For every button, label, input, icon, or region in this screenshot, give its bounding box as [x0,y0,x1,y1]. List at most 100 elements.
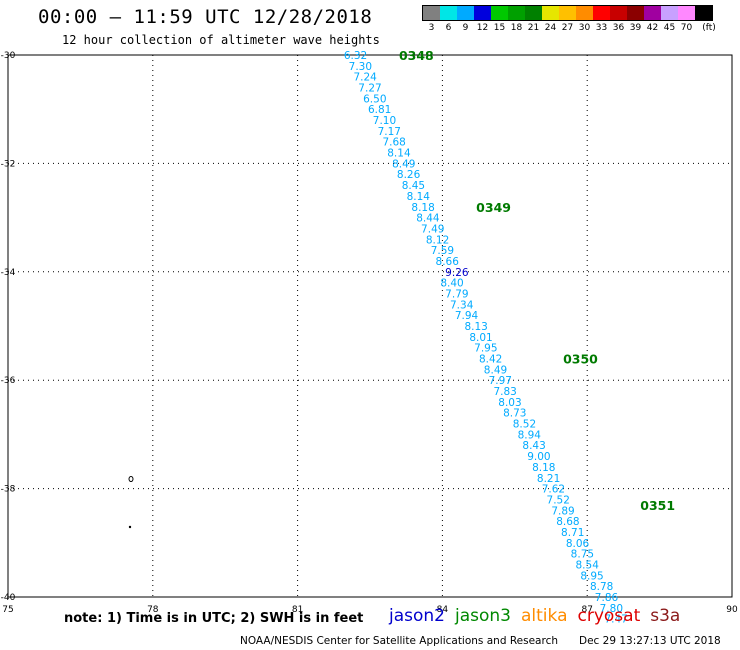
wave-height-label: 7.30 [349,61,372,73]
legend-label: 39 [629,23,642,33]
lon-tick-label: 90 [726,605,738,615]
wave-height-label: 8.78 [590,581,613,593]
legend-swatch [474,6,491,20]
legend-swatch [627,6,644,20]
wave-height-label: 8.45 [402,180,425,192]
units-note: note: 1) Time is in UTC; 2) SWH is in fe… [64,611,364,626]
legend-swatch [542,6,559,20]
legend-label: 18 [510,23,523,33]
legend-label: 21 [527,23,540,33]
wave-height-label: 7.24 [353,72,377,84]
wave-height-label: 7.89 [551,505,574,517]
legend-label: 30 [578,23,591,33]
lat-tick-label: -30 [1,51,16,61]
wave-height-label: 7.68 [382,137,405,149]
satellite-name: cryosat [577,606,641,626]
wave-height-label: 8.26 [397,169,421,181]
satellite-name: jason3 [455,606,511,626]
satellite-name: jason2 [389,606,445,626]
legend-swatch [440,6,457,20]
color-legend: 3 6 9 12 15 18 21 24 27 30 33 36 39 42 45 70 (ft) [422,5,716,35]
wave-height-label: 8.49 [392,158,415,170]
legend-unit: (ft) [702,23,716,33]
legend-swatch [678,6,695,20]
legend-label: 9 [462,23,469,33]
wave-height-label: 8.66 [436,256,460,268]
satellite-name: s3a [650,606,681,626]
wave-height-label: 8.18 [532,462,555,474]
wave-height-label: 8.94 [518,429,542,441]
legend-swatch [593,6,610,20]
lon-tick-label: 78 [147,605,159,615]
wave-height-label: 8.40 [440,278,463,290]
pass-time-label: 0351 [640,498,675,513]
lat-tick-label: -38 [1,485,16,495]
wave-height-label: 6.50 [363,93,386,105]
legend-label: 27 [561,23,574,33]
pass-time-label: 0350 [563,352,598,367]
wave-height-label: 7.49 [421,223,444,235]
lon-tick-label: 84 [437,605,449,615]
map-frame [7,54,733,598]
wave-height-label: 7.17 [378,126,401,138]
legend-swatch [559,6,576,20]
wave-height-label: 8.43 [522,440,545,452]
wave-height-label: 7.62 [542,484,565,496]
satellite-name: altika [521,606,568,626]
island-outline [128,476,134,482]
wave-height-label: 7.52 [547,494,570,506]
wave-height-label: 8.73 [503,408,526,420]
wave-height-label: 7.47 [604,614,627,626]
wave-height-label: 8.01 [469,332,492,344]
lon-tick-label: 81 [292,605,303,615]
legend-swatch [508,6,525,20]
wave-height-label: 8.14 [387,148,411,160]
lon-tick-label: 87 [581,605,592,615]
satellite-legend: jason2 jason3 altika cryosat s3a [389,606,690,626]
wave-height-label: 8.42 [479,354,502,366]
wave-height-label: 7.95 [474,343,497,355]
wave-height-label: 7.59 [431,245,454,257]
legend-label: 42 [646,23,659,33]
legend-label: 12 [476,23,489,33]
wave-height-label: 8.75 [571,549,594,561]
legend-swatch [695,6,712,20]
wave-height-label: 7.86 [595,592,619,604]
lat-tick-label: -34 [1,268,16,278]
wave-height-label: 9.26 [445,267,469,279]
legend-label: 24 [544,23,557,33]
wave-height-label: 7.10 [373,115,396,127]
wave-height-label: 8.03 [498,397,521,409]
legend-label: 70 [680,23,693,33]
wave-height-label: 7.79 [445,288,468,300]
wave-height-label: 6.81 [368,104,391,116]
wave-height-label: 8.95 [580,570,603,582]
wave-height-label: 8.21 [537,473,560,485]
legend-label: 36 [612,23,625,33]
wave-height-label: 7.27 [358,83,381,95]
wave-height-label: 8.52 [513,419,536,431]
lat-tick-label: -32 [1,159,16,169]
legend-label: 45 [663,23,676,33]
pass-time-label: 0348 [399,48,434,63]
wave-height-label: 8.14 [407,191,431,203]
legend-labels: 3 6 9 12 15 18 21 24 27 30 33 36 39 42 45 70 (ft) [422,21,716,35]
wave-height-label: 8.54 [576,559,600,571]
wave-height-label: 8.12 [426,234,449,246]
page-title: 00:00 – 11:59 UTC 12/28/2018 [38,6,373,28]
wave-height-label: 8.71 [561,527,584,539]
wave-height-label: 8.49 [484,364,507,376]
wave-height-label: 8.68 [556,516,579,528]
legend-swatches [422,5,713,21]
timestamp-text: Dec 29 13:27:13 UTC 2018 [579,635,721,647]
wave-height-label: 8.06 [566,538,590,550]
legend-swatch [610,6,627,20]
legend-swatch [576,6,593,20]
wave-height-label: 7.83 [493,386,516,398]
wave-height-label: 7.34 [450,299,474,311]
legend-swatch [525,6,542,20]
legend-swatch [457,6,474,20]
wave-height-label: 7.94 [455,310,479,322]
wave-height-label: 7.97 [489,375,512,387]
